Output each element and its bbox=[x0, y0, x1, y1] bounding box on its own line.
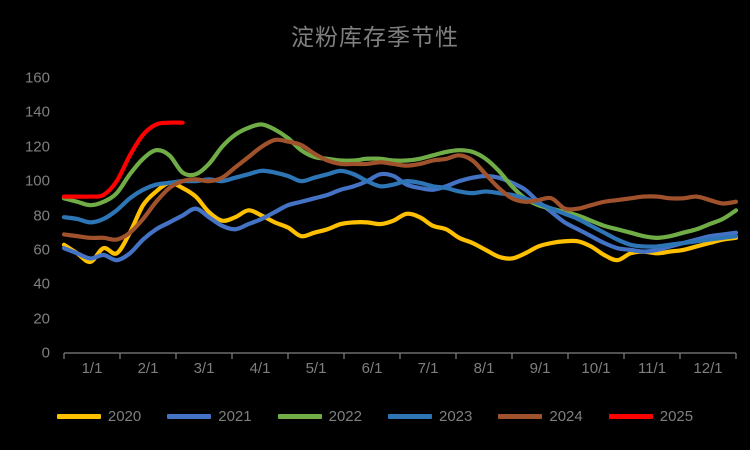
legend-item-2021[interactable]: 2021 bbox=[167, 408, 252, 425]
legend-item-2020[interactable]: 2020 bbox=[56, 408, 142, 425]
y-axis-tick-label: 0 bbox=[41, 344, 50, 362]
legend-label-2025: 2025 bbox=[659, 408, 694, 425]
x-axis-tick-label: 8/1 bbox=[473, 360, 495, 377]
legend-item-2023[interactable]: 2023 bbox=[388, 408, 472, 425]
x-axis-tick-label: 5/1 bbox=[305, 360, 327, 377]
series-line-2022 bbox=[61, 122, 739, 240]
y-axis-tick-label: 60 bbox=[33, 241, 50, 259]
y-axis-tick-label: 160 bbox=[24, 69, 50, 87]
y-axis-tick-label: 80 bbox=[33, 207, 50, 224]
legend-item-2022[interactable]: 2022 bbox=[277, 408, 362, 425]
x-axis-tick-label: 7/1 bbox=[417, 360, 439, 377]
series-line-2021 bbox=[61, 171, 739, 263]
legend-label-2024: 2024 bbox=[549, 408, 583, 425]
x-axis-tick-label: 6/1 bbox=[361, 360, 383, 377]
y-axis-tick-label: 140 bbox=[24, 103, 50, 121]
legend-swatch-2021 bbox=[167, 414, 212, 419]
legend-swatch-2025 bbox=[608, 414, 653, 419]
y-axis-tick-label: 120 bbox=[24, 138, 50, 156]
series-line-2025 bbox=[61, 120, 185, 199]
x-axis-tick-label: 4/1 bbox=[249, 360, 271, 377]
x-axis-tick-label: 9/1 bbox=[529, 360, 551, 377]
legend-item-2024[interactable]: 2024 bbox=[498, 408, 583, 425]
y-axis-tick-label: 20 bbox=[33, 310, 50, 328]
legend-label-2022: 2022 bbox=[328, 408, 362, 425]
series-line-2024 bbox=[61, 137, 739, 242]
legend-swatch-2020 bbox=[56, 414, 101, 419]
legend-swatch-2024 bbox=[498, 414, 543, 419]
legend-label-2023: 2023 bbox=[439, 408, 473, 425]
x-axis-tick-label: 3/1 bbox=[193, 360, 215, 377]
legend-label-2020: 2020 bbox=[107, 408, 142, 425]
legend-swatch-2022 bbox=[277, 414, 322, 419]
x-axis-tick-label: 12/1 bbox=[693, 360, 723, 377]
chart-title: 淀粉库存季节性 bbox=[291, 24, 459, 50]
x-axis-tick-label: 10/1 bbox=[581, 360, 611, 377]
x-axis-tick-label: 1/1 bbox=[81, 360, 103, 377]
x-axis-tick-label: 11/1 bbox=[637, 360, 667, 377]
legend-swatch-2023 bbox=[388, 414, 432, 419]
x-axis-tick-label: 2/1 bbox=[137, 360, 159, 377]
chart-legend: 2020 2021 2022 2023 2024 2025 bbox=[0, 408, 750, 425]
y-axis-tick-label: 40 bbox=[33, 275, 50, 293]
legend-label-2021: 2021 bbox=[218, 408, 252, 425]
y-axis-tick-label: 100 bbox=[24, 172, 50, 190]
legend-item-2025[interactable]: 2025 bbox=[608, 408, 694, 425]
